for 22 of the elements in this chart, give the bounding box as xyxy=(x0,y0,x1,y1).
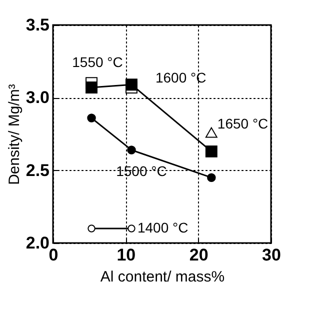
x-tick-label: 30 xyxy=(262,246,281,264)
point xyxy=(126,78,138,91)
point xyxy=(88,224,96,232)
point xyxy=(205,127,218,138)
y-axis-title: Density/ Mg/m³ xyxy=(6,84,23,185)
point xyxy=(127,146,136,154)
y-tick-label: 3.0 xyxy=(26,88,50,108)
series-label: 1650 °C xyxy=(217,116,268,132)
y-tick-label: 2.0 xyxy=(26,234,50,252)
series-label: 1550 °C xyxy=(72,54,123,70)
point xyxy=(86,82,98,94)
point xyxy=(207,173,216,182)
x-tick-label: 0 xyxy=(48,246,58,264)
point xyxy=(87,114,96,122)
point xyxy=(128,224,136,232)
x-axis-title: Al content/ mass% xyxy=(100,268,225,286)
x-tick-label: 20 xyxy=(189,246,208,264)
y-tick-label: 3.5 xyxy=(26,16,50,34)
x-tick-label: 10 xyxy=(116,246,136,264)
point xyxy=(205,145,218,158)
y-tick-label: 2.5 xyxy=(26,160,50,180)
series-label: 1400 °C xyxy=(137,219,188,236)
